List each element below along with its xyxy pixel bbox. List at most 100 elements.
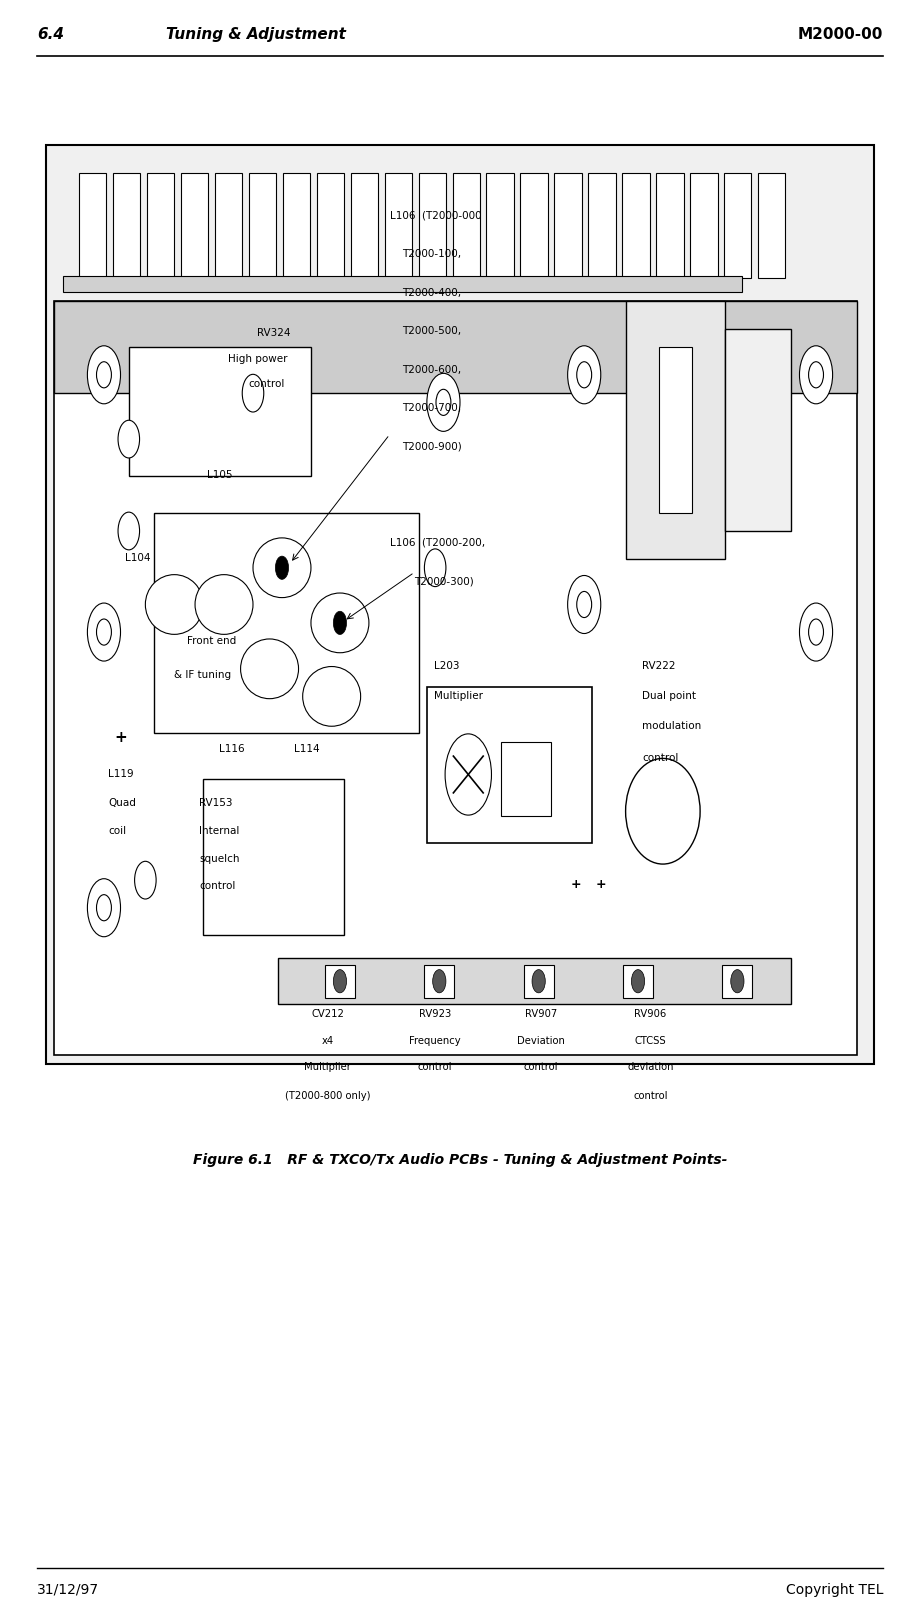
Text: control: control: [523, 1062, 558, 1072]
Bar: [147, 172, 175, 279]
Bar: [452, 172, 480, 279]
Text: control: control: [417, 1062, 452, 1072]
Text: CTCSS: CTCSS: [634, 1037, 665, 1046]
Text: T2000-700,: T2000-700,: [402, 403, 460, 413]
Ellipse shape: [145, 574, 203, 635]
Circle shape: [531, 969, 545, 993]
Text: control: control: [632, 1091, 667, 1101]
Bar: [129, 347, 311, 476]
Text: CV212: CV212: [311, 1009, 344, 1019]
Circle shape: [432, 969, 446, 993]
Bar: [203, 779, 344, 935]
Circle shape: [445, 733, 491, 816]
Text: High power: High power: [228, 353, 288, 364]
Text: RV153: RV153: [199, 798, 233, 809]
Text: coil: coil: [108, 825, 126, 837]
Text: control: control: [199, 882, 235, 891]
Bar: [486, 172, 513, 279]
Bar: [113, 172, 141, 279]
Bar: [523, 964, 553, 998]
Text: 6.4: 6.4: [37, 27, 63, 42]
Text: L116: L116: [220, 745, 244, 754]
Bar: [62, 276, 741, 292]
Bar: [658, 347, 691, 513]
Bar: [418, 172, 446, 279]
Bar: [588, 172, 615, 279]
Ellipse shape: [195, 574, 253, 635]
Text: Front end: Front end: [187, 635, 236, 646]
Text: & IF tuning: & IF tuning: [175, 671, 232, 680]
Text: 31/12/97: 31/12/97: [37, 1583, 99, 1597]
Text: Multiplier: Multiplier: [304, 1062, 350, 1072]
Circle shape: [275, 556, 289, 579]
Bar: [723, 172, 751, 279]
Bar: [554, 172, 581, 279]
Text: x4: x4: [321, 1037, 334, 1046]
Bar: [622, 964, 652, 998]
Bar: [424, 964, 454, 998]
Text: RV324: RV324: [257, 327, 290, 339]
Circle shape: [134, 861, 156, 899]
Circle shape: [87, 603, 120, 661]
Circle shape: [426, 374, 460, 432]
Circle shape: [87, 345, 120, 405]
Bar: [757, 172, 785, 279]
Text: T2000-600,: T2000-600,: [402, 364, 460, 374]
Text: T2000-100,: T2000-100,: [402, 248, 460, 260]
Circle shape: [118, 513, 140, 550]
Circle shape: [118, 421, 140, 458]
Bar: [426, 687, 592, 843]
Bar: [46, 145, 873, 1064]
Circle shape: [567, 345, 600, 405]
Circle shape: [630, 969, 644, 993]
Text: modulation: modulation: [641, 721, 700, 732]
Text: deviation: deviation: [627, 1062, 673, 1072]
Circle shape: [799, 345, 832, 405]
Text: T2000-500,: T2000-500,: [402, 326, 460, 337]
Circle shape: [242, 374, 264, 413]
Text: M2000-00: M2000-00: [797, 27, 882, 42]
Bar: [501, 742, 550, 816]
Bar: [625, 301, 724, 559]
Text: control: control: [248, 379, 285, 388]
Circle shape: [333, 611, 346, 635]
Circle shape: [730, 969, 743, 993]
Text: RV222: RV222: [641, 661, 675, 671]
Circle shape: [436, 390, 450, 416]
Bar: [384, 172, 412, 279]
Text: RV906: RV906: [633, 1009, 666, 1019]
Bar: [181, 172, 208, 279]
Text: T2000-900): T2000-900): [402, 442, 461, 451]
Bar: [520, 172, 547, 279]
Bar: [278, 958, 790, 1004]
Text: L106  (T2000-200,: L106 (T2000-200,: [390, 537, 484, 548]
Text: L104: L104: [125, 553, 150, 563]
Text: L105: L105: [208, 471, 233, 480]
Text: L106  (T2000-000: L106 (T2000-000: [390, 211, 481, 221]
Bar: [721, 964, 752, 998]
Text: Quad: Quad: [108, 798, 136, 809]
Text: T2000-400,: T2000-400,: [402, 287, 460, 298]
Text: RV907: RV907: [525, 1009, 557, 1019]
Circle shape: [808, 361, 823, 388]
Ellipse shape: [253, 538, 311, 598]
Circle shape: [87, 879, 120, 937]
Bar: [282, 172, 310, 279]
Circle shape: [808, 619, 823, 645]
Ellipse shape: [311, 593, 369, 653]
Bar: [655, 172, 683, 279]
Text: +: +: [570, 879, 581, 891]
Text: T2000-300): T2000-300): [414, 575, 473, 587]
Bar: [54, 301, 857, 1054]
Text: (T2000-800 only): (T2000-800 only): [285, 1091, 369, 1101]
Bar: [724, 329, 790, 530]
Text: L114: L114: [294, 745, 319, 754]
Text: Deviation: Deviation: [516, 1037, 564, 1046]
Text: Frequency: Frequency: [409, 1037, 460, 1046]
Text: RV923: RV923: [418, 1009, 451, 1019]
Text: control: control: [641, 753, 678, 762]
Bar: [621, 172, 649, 279]
Text: L203: L203: [433, 661, 459, 671]
Circle shape: [333, 969, 346, 993]
Circle shape: [96, 619, 111, 645]
